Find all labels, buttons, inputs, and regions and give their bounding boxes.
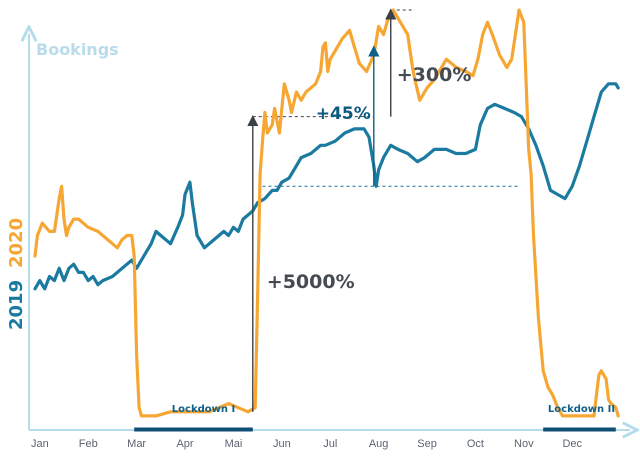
series-line-2019	[33, 82, 620, 291]
series-label-2019: 2019	[6, 280, 27, 330]
y-axis-label: Bookings	[36, 40, 119, 59]
x-tick-feb: Feb	[79, 438, 98, 450]
annotation-label-2: +45%	[316, 104, 371, 124]
x-tick-dec: Dec	[562, 438, 582, 450]
x-tick-mai: Mai	[225, 438, 243, 450]
x-tick-nov: Nov	[514, 438, 534, 450]
series-line-2020	[33, 8, 620, 418]
x-tick-oct: Oct	[467, 438, 484, 450]
x-tick-jul: Jul	[323, 438, 337, 450]
x-tick-sep: Sep	[417, 438, 437, 450]
x-tick-jan: Jan	[31, 438, 49, 450]
annotation-label-3: +300%	[397, 64, 472, 86]
series-label-2020: 2020	[6, 218, 27, 268]
x-tick-jun: Jun	[273, 438, 291, 450]
x-tick-aug: Aug	[369, 438, 389, 450]
lockdown-label-1: Lockdown I	[172, 404, 235, 415]
lockdown-label-2: Lockdown II	[548, 404, 615, 415]
x-tick-mar: Mar	[127, 438, 146, 450]
x-tick-apr: Apr	[176, 438, 193, 450]
annotation-label-1: +5000%	[267, 271, 355, 293]
